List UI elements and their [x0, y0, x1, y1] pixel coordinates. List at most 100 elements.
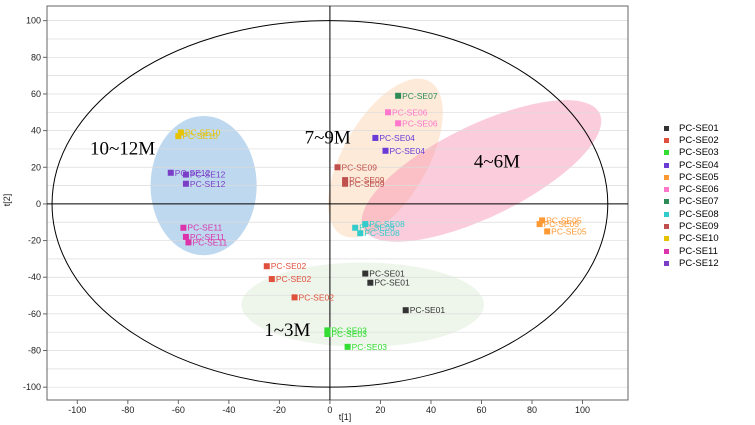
confidence-ellipse: [51, 20, 609, 388]
x-tick-label: -20: [273, 405, 286, 415]
legend-swatch: [664, 125, 669, 131]
point-pc-se07: [395, 92, 402, 99]
legend-item: PC-SE04: [664, 159, 719, 171]
point-label-pc-se06: PC-SE06: [392, 107, 428, 117]
legend-swatch: [664, 211, 669, 217]
point-labels: PC-SE01PC-SE01PC-SE01PC-SE02PC-SE02PC-SE…: [175, 91, 587, 352]
x-tick-label: 20: [375, 405, 385, 415]
y-tick-label: -40: [28, 272, 41, 282]
legend-label: PC-SE12: [679, 257, 719, 269]
x-axis-title: t[1]: [339, 412, 352, 422]
y-tick-label: 20: [31, 162, 41, 172]
group-annotations: 10~12M 7~9M 4~6M 1~3M: [90, 127, 520, 340]
legend-swatch: [664, 260, 669, 266]
point-pc-se08: [357, 230, 364, 237]
point-pc-se03: [344, 343, 351, 350]
legend-swatch: [664, 187, 669, 193]
point-pc-se01: [367, 279, 374, 286]
group-annotation: 10~12M: [90, 138, 155, 159]
point-pc-se11: [180, 224, 187, 231]
point-label-pc-se01: PC-SE01: [410, 305, 446, 315]
point-label-pc-se11: PC-SE11: [190, 232, 225, 242]
point-pc-se01: [402, 307, 409, 314]
y-tick-label: 0: [36, 199, 41, 209]
point-pc-se01: [362, 270, 369, 277]
point-label-pc-se03: PC-SE03: [331, 329, 367, 339]
point-label-pc-se03: PC-SE03: [352, 342, 388, 352]
legend-swatch: [664, 137, 669, 143]
group-annotation: 4~6M: [474, 151, 520, 172]
legend-item: PC-SE08: [664, 208, 719, 220]
legend-item: PC-SE09: [664, 220, 719, 232]
point-pc-se05: [536, 221, 543, 228]
y-tick-label: -80: [28, 346, 41, 356]
point-label-pc-se12: PC-SE12: [175, 168, 211, 178]
point-label-pc-se09: PC-SE09: [342, 162, 378, 172]
legend-label: PC-SE10: [679, 233, 719, 245]
group-region-4: [241, 262, 485, 347]
point-label-pc-se09: PC-SE09: [349, 175, 385, 185]
point-pc-se02: [291, 294, 298, 301]
point-label-pc-se08: PC-SE08: [369, 219, 405, 229]
legend-swatch: [664, 174, 669, 180]
point-label-pc-se01: PC-SE01: [374, 278, 410, 288]
point-pc-se05: [539, 217, 546, 224]
point-label-pc-se07: PC-SE07: [402, 91, 438, 101]
legend-item: PC-SE03: [664, 147, 719, 159]
x-tick-label: -60: [172, 405, 185, 415]
group-annotation: 7~9M: [305, 127, 351, 148]
legend-label: PC-SE01: [679, 122, 719, 134]
point-label-pc-se04: PC-SE04: [379, 133, 415, 143]
legend-label: PC-SE03: [679, 147, 719, 159]
group-regions: [150, 78, 602, 347]
point-pc-se03: [324, 331, 331, 338]
point-pc-se12: [182, 180, 189, 187]
point-label-pc-se04: PC-SE04: [389, 146, 425, 156]
point-label-pc-se05: PC-SE05: [544, 219, 580, 229]
x-tick-label: -100: [68, 405, 86, 415]
point-label-pc-se08: PC-SE08: [364, 228, 400, 238]
x-tick-label: 60: [476, 405, 486, 415]
point-label-pc-se09: PC-SE09: [349, 179, 385, 189]
legend-swatch: [664, 224, 669, 230]
legend-label: PC-SE08: [679, 208, 719, 220]
legend-label: PC-SE05: [679, 171, 719, 183]
data-points: [167, 92, 551, 350]
group-region-2: [328, 78, 443, 238]
point-label-pc-se03: PC-SE03: [331, 325, 367, 335]
y-tick-label: 100: [26, 16, 41, 26]
legend-swatch: [664, 236, 669, 242]
point-label-pc-se05: PC-SE05: [546, 215, 582, 225]
point-pc-se09: [342, 177, 349, 184]
point-pc-se08: [362, 221, 369, 228]
point-pc-se05: [544, 228, 551, 235]
point-label-pc-se10: PC-SE10: [185, 127, 221, 137]
point-label-pc-se06: PC-SE06: [402, 118, 438, 128]
x-tick-label: 0: [327, 405, 332, 415]
point-label-pc-se02: PC-SE02: [276, 274, 312, 284]
legend-label: PC-SE02: [679, 134, 719, 146]
legend-item: PC-SE11: [664, 245, 719, 257]
point-label-pc-se11: PC-SE11: [192, 237, 227, 247]
group-region-3: [361, 100, 602, 242]
point-pc-se06: [385, 109, 392, 116]
legend-item: PC-SE05: [664, 171, 719, 183]
point-label-pc-se02: PC-SE02: [299, 292, 335, 302]
y-tick-label: 60: [31, 89, 41, 99]
legend-swatch: [664, 150, 669, 156]
legend-label: PC-SE09: [679, 221, 719, 233]
point-label-pc-se08: PC-SE08: [359, 223, 395, 233]
legend-item: PC-SE07: [664, 196, 719, 208]
gridlines: [47, 20, 628, 388]
legend-label: PC-SE11: [679, 245, 718, 257]
point-label-pc-se02: PC-SE02: [271, 261, 307, 271]
legend-swatch: [664, 162, 669, 168]
plot-frame: [46, 5, 629, 401]
point-pc-se09: [342, 180, 349, 187]
x-tick-label: 40: [426, 405, 436, 415]
legend-swatch: [664, 199, 669, 205]
point-pc-se11: [182, 233, 189, 240]
point-label-pc-se12: PC-SE12: [190, 170, 226, 180]
hotelling-ellipse: [51, 20, 609, 388]
